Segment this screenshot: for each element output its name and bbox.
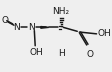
Text: H: H <box>58 49 65 58</box>
Text: N: N <box>28 23 35 32</box>
Text: N: N <box>13 23 20 32</box>
Polygon shape <box>41 26 49 28</box>
Text: O: O <box>87 50 94 59</box>
Text: O: O <box>1 16 8 25</box>
Text: NH₂: NH₂ <box>52 7 69 16</box>
Text: OH: OH <box>29 48 43 57</box>
Text: OH: OH <box>98 29 111 38</box>
